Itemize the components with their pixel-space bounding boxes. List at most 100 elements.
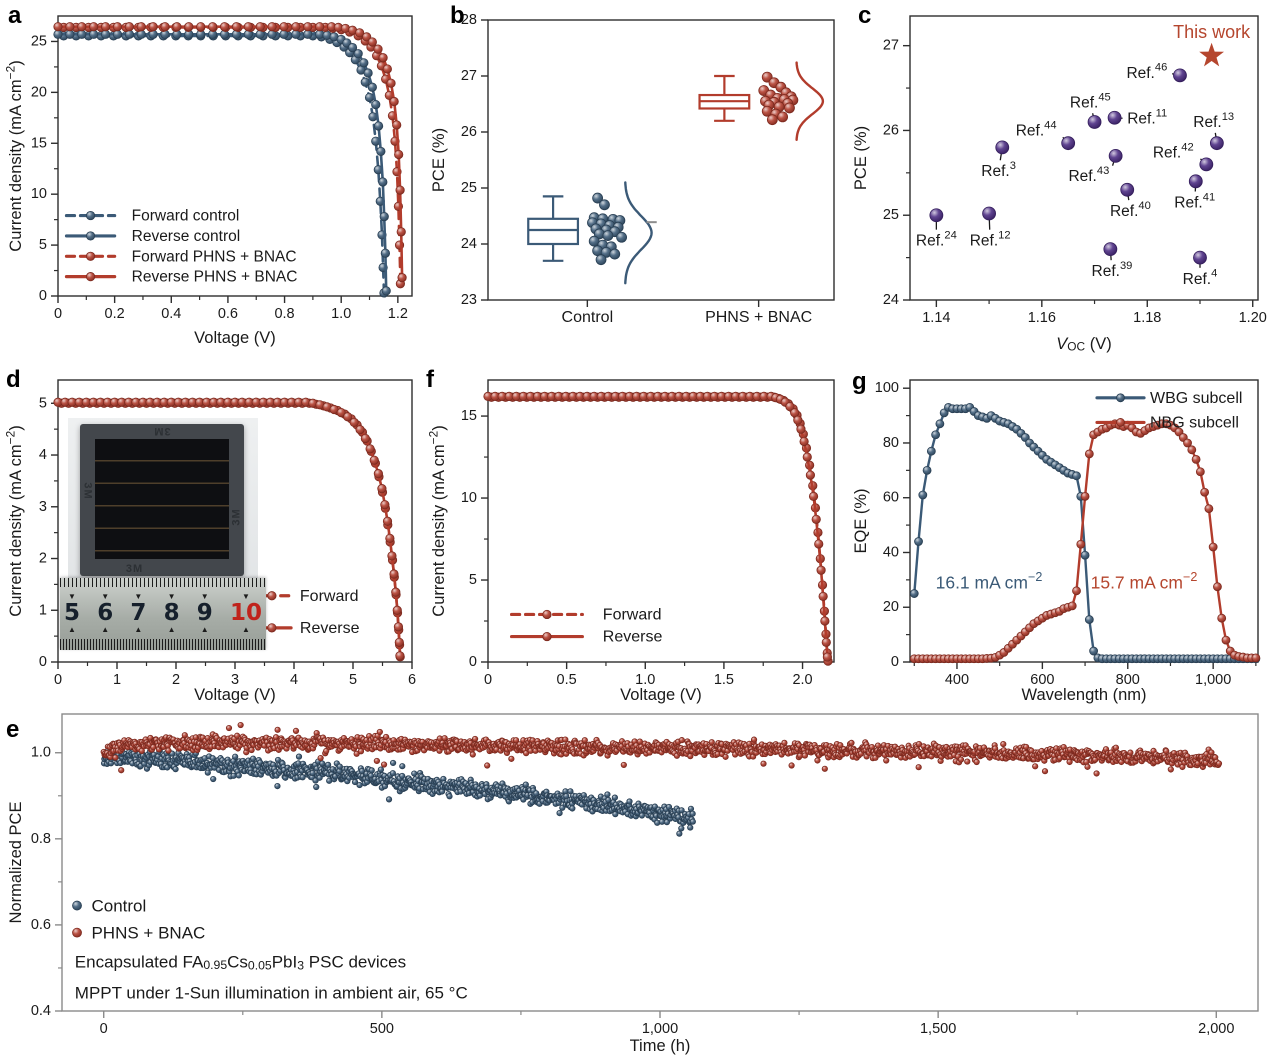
svg-text:500: 500 [370,1021,394,1037]
svg-text:Ref.41: Ref.41 [1174,191,1215,211]
ruler-number: ▼ 10 ▲ [229,591,262,634]
svg-text:24: 24 [883,292,899,308]
svg-text:25: 25 [461,180,477,196]
svg-text:20: 20 [883,599,899,615]
svg-text:PCE (%): PCE (%) [430,128,448,192]
panel-g-chart: 400 600 800 1,000 0 20 40 60 80 100 Wavelength (nm… [852,379,1261,704]
svg-text:24: 24 [461,236,477,252]
svg-text:Ref.40: Ref.40 [1110,200,1151,220]
svg-text:15: 15 [31,135,47,151]
panel-f-tandem-jv: 0 0.5 1.0 1.5 2.0 0 5 10 15 Voltage (V) Current de… [424,362,846,706]
svg-text:26: 26 [883,122,899,138]
svg-text:10: 10 [461,490,477,506]
svg-text:Reverse: Reverse [300,619,360,636]
svg-text:26: 26 [461,124,477,140]
svg-text:Ref.45: Ref.45 [1070,91,1111,111]
panel-f-chart: 0 0.5 1.0 1.5 2.0 0 5 10 15 Voltage (V) Current de… [427,379,835,704]
svg-text:Ref.3: Ref.3 [981,160,1016,180]
svg-text:Ref.39: Ref.39 [1092,260,1133,280]
svg-text:Current density (mA cm−2): Current density (mA cm−2) [4,60,25,251]
svg-text:PCE (%): PCE (%) [852,126,870,190]
svg-text:0: 0 [100,1021,108,1037]
svg-text:Encapsulated FA0.95Cs0.05PbI3: Encapsulated FA0.95Cs0.05PbI3 PSC device… [75,952,406,972]
svg-text:3: 3 [39,499,47,515]
svg-text:0: 0 [469,654,477,670]
svg-text:This work: This work [1173,22,1251,42]
svg-text:2.0: 2.0 [792,672,812,688]
panel-a-chart: 0 0.2 0.4 0.6 0.8 1.0 1.2 0 5 10 15 20 25 Voltage (V)… [4,15,413,347]
panel-c-literature-scatter: 1.14 1.16 1.18 1.20 24 25 26 27 VOC (V) PCE (%) Re… [846,0,1272,362]
svg-text:1.2: 1.2 [388,306,408,322]
svg-text:100: 100 [875,380,899,396]
svg-text:0: 0 [39,654,47,670]
svg-text:Wavelength (nm): Wavelength (nm) [1021,686,1146,704]
svg-text:0: 0 [54,306,62,322]
svg-text:MPPT under 1-Sun illumination: MPPT under 1-Sun illumination in ambient… [75,983,468,1002]
svg-text:1.16: 1.16 [1028,310,1056,326]
svg-text:Current density (mA cm−2): Current density (mA cm−2) [4,425,25,616]
svg-text:5: 5 [469,572,477,588]
panel-label-g: g [852,368,867,395]
svg-text:Reverse control: Reverse control [132,227,241,244]
svg-text:Forward: Forward [603,606,662,623]
svg-text:1.0: 1.0 [635,672,655,688]
svg-text:Ref.24: Ref.24 [916,230,957,250]
svg-text:800: 800 [1116,672,1140,688]
svg-text:1.20: 1.20 [1239,310,1267,326]
panel-label-b: b [450,2,465,29]
svg-text:0.8: 0.8 [31,831,51,847]
svg-text:27: 27 [883,38,899,54]
ruler-number: ▼ 8 ▲ [163,591,180,634]
ruler-number: ▼ 9 ▲ [196,591,213,634]
svg-text:15: 15 [461,408,477,424]
svg-text:0: 0 [39,288,47,304]
panel-a-jv-curves: 0 0.2 0.4 0.6 0.8 1.0 1.2 0 5 10 15 20 25 Voltage (V)… [0,0,424,362]
svg-text:3: 3 [231,672,239,688]
svg-text:Normalized PCE: Normalized PCE [7,802,25,924]
module-photo-inset: 3M 3M 3M 3M ▼ 5 ▲ ▼ 6 ▲ ▼ 7 ▲ ▼ 8 ▲ ▼ 9 ▲ ▼ 10 ▲ [60,418,266,650]
svg-text:Time (h): Time (h) [630,1037,691,1055]
svg-text:1.0: 1.0 [31,745,51,761]
panel-e-stability: 0 500 1,000 1,500 2,000 0.4 0.6 0.8 1.0 Time (h) N… [0,706,1272,1058]
svg-text:25: 25 [883,207,899,223]
svg-text:0.8: 0.8 [274,306,294,322]
panel-d-chart: 0 1 2 3 4 5 6 0 1 2 3 4 5 Voltage (V) Current density … [4,379,416,704]
svg-text:2,000: 2,000 [1198,1021,1234,1037]
svg-text:Reverse: Reverse [603,628,663,645]
svg-text:0: 0 [54,672,62,688]
svg-text:Reverse PHNS + BNAC: Reverse PHNS + BNAC [132,268,298,285]
tape-label: 3M [230,508,243,526]
svg-text:1,500: 1,500 [920,1021,956,1037]
svg-text:27: 27 [461,68,477,84]
panel-g-eqe: 400 600 800 1,000 0 20 40 60 80 100 Wavelength (nm… [846,362,1272,706]
svg-text:Forward: Forward [300,587,359,604]
svg-text:1.0: 1.0 [331,306,351,322]
panel-b-chart: Control PHNS + BNAC 23 24 25 26 27 28 PCE (%) [430,12,835,326]
svg-text:80: 80 [883,435,899,451]
svg-text:0.5: 0.5 [557,672,577,688]
svg-text:400: 400 [945,672,969,688]
panel-label-e: e [6,716,20,743]
svg-text:0: 0 [891,654,899,670]
svg-text:1.14: 1.14 [922,310,950,326]
svg-text:WBG subcell: WBG subcell [1150,389,1242,406]
svg-text:0.6: 0.6 [31,917,51,933]
module-photo: 3M 3M 3M 3M [80,424,244,576]
panel-e-chart: 0 500 1,000 1,500 2,000 0.4 0.6 0.8 1.0 Time (h) N… [7,713,1259,1055]
ruler: ▼ 5 ▲ ▼ 6 ▲ ▼ 7 ▲ ▼ 8 ▲ ▼ 9 ▲ ▼ 10 ▲ [60,578,266,650]
svg-text:20: 20 [31,84,47,100]
svg-text:23: 23 [461,292,477,308]
svg-text:PHNS + BNAC: PHNS + BNAC [91,923,205,942]
svg-text:0: 0 [484,672,492,688]
ruler-ticks-bottom [60,639,266,650]
svg-text:Ref.13: Ref.13 [1193,111,1234,131]
svg-text:NBG subcell: NBG subcell [1150,414,1239,431]
svg-text:Voltage (V): Voltage (V) [194,329,276,347]
ruler-number: ▼ 6 ▲ [97,591,114,634]
svg-text:15.7 mA cm−2: 15.7 mA cm−2 [1091,570,1198,593]
svg-text:1,000: 1,000 [1195,672,1231,688]
svg-text:1.18: 1.18 [1133,310,1161,326]
svg-text:0.4: 0.4 [31,1003,51,1019]
svg-text:Voltage (V): Voltage (V) [194,686,276,704]
